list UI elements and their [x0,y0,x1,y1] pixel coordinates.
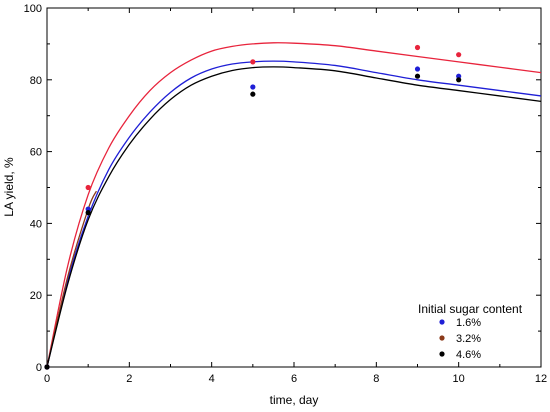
curve-black [46,66,542,368]
legend-marker [439,351,445,357]
point-red [85,184,91,191]
point-black [250,91,256,97]
plot-area: 0 2 4 6 8 10 12 0 20 40 60 80 100 [24,3,547,385]
y-tick-label: 20 [30,290,42,302]
x-tick-label: 4 [209,373,215,385]
x-tick-label: 8 [373,373,379,385]
x-tick-label: 6 [291,373,297,385]
curve-brown [46,190,97,368]
y-axis-ticks: 0 20 40 60 80 100 [24,3,541,374]
legend-entries: 1.6% 3.2% 4.6% [439,317,481,361]
point-red [414,44,421,51]
fit-curves [46,42,542,368]
x-axis-ticks: 0 2 4 6 8 10 12 [44,8,547,385]
legend: Initial sugar content 1.6% 3.2% 4.6% [418,302,523,361]
x-tick-label: 12 [535,373,547,385]
legend-label: 1.6% [456,317,481,329]
point-blue [250,84,256,90]
x-axis-label: time, day [270,393,319,407]
point-black [456,77,462,83]
point-black [414,73,421,79]
legend-label: 3.2% [456,333,481,345]
point-red [250,59,256,65]
legend-marker [439,319,445,325]
legend-label: 4.6% [456,349,481,361]
y-tick-label: 100 [24,3,42,15]
point-black [44,364,50,370]
legend-title: Initial sugar content [418,302,523,316]
y-tick-label: 80 [30,75,42,87]
y-axis-label: LA yield, % [2,157,16,217]
x-tick-label: 10 [453,373,465,385]
point-blue [456,73,462,79]
curve-red [46,42,542,368]
x-tick-label: 2 [126,373,132,385]
x-tick-label: 0 [44,373,50,385]
data-points [44,44,462,370]
y-tick-label: 60 [30,147,42,159]
point-black [85,210,91,216]
y-tick-label: 0 [36,362,42,374]
y-tick-label: 40 [30,218,42,230]
curve-blue [46,60,542,368]
legend-marker [439,335,445,341]
point-blue [414,66,421,72]
point-blue [85,206,91,212]
point-red [456,52,462,58]
